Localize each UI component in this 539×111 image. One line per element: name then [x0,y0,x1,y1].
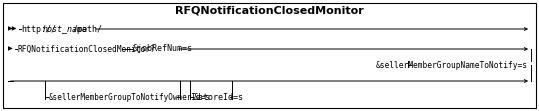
Text: /path/: /path/ [73,25,103,34]
Text: http://: http:// [21,25,56,34]
Text: &jobRefNum=s: &jobRefNum=s [133,45,193,54]
Text: RFQNotificationClosedMonitor?: RFQNotificationClosedMonitor? [17,45,155,54]
Text: &storeId=s: &storeId=s [194,92,244,101]
Text: RFQNotificationClosedMonitor: RFQNotificationClosedMonitor [175,6,364,16]
Text: &sellerMemberGroupToNotifyOwnerId=s: &sellerMemberGroupToNotifyOwnerId=s [49,92,211,101]
Text: &sellerMemberGroupNameToNotify=s: &sellerMemberGroupNameToNotify=s [376,60,528,69]
Text: ▶: ▶ [8,47,13,52]
Text: ▶▶: ▶▶ [8,27,17,32]
Text: host_name: host_name [43,25,88,34]
